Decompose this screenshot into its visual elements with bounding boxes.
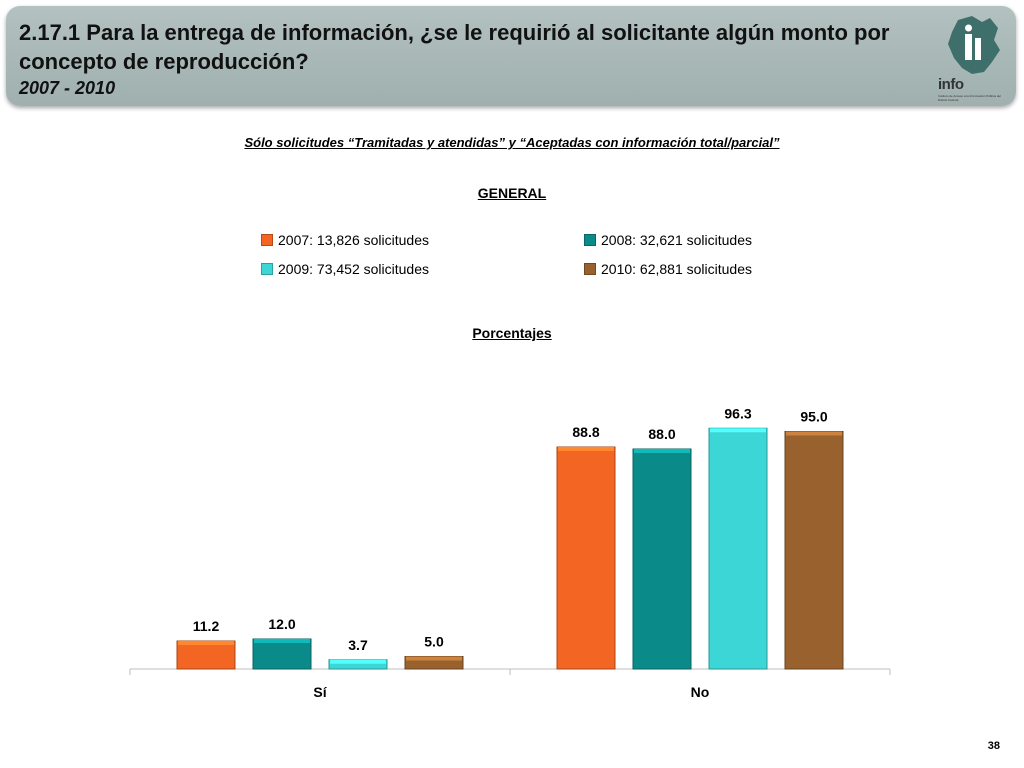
bar-si-2007 [176,640,236,670]
legend-swatch-2010 [584,263,596,275]
category-label-1: No [691,684,710,700]
data-label-no-2008: 88.0 [648,426,675,442]
year-range: 2007 - 2010 [19,78,116,98]
percent-label: Porcentajes [472,325,552,341]
legend-label-2010: 2010: 62,881 solicitudes [601,261,752,277]
bar-no-2009 [708,427,768,670]
data-label-si-2009: 3.7 [348,637,368,653]
legend-swatch-2007 [261,234,273,246]
bar-si-2008 [252,638,312,670]
bar-highlight-si-2008 [254,639,310,643]
legend-label-2007: 2007: 13,826 solicitudes [278,232,429,248]
data-label-si-2007: 11.2 [193,618,220,634]
data-label-no-2007: 88.8 [572,424,599,440]
bar-highlight-si-2007 [178,641,234,645]
chart-subtitle: Sólo solicitudes “Tramitadas y atendidas… [244,135,780,150]
logo-subtext: Instituto de Acceso a la Información Púb… [938,94,1001,102]
legend-item-2009: 2009: 73,452 solicitudes [261,261,429,277]
data-label-si-2010: 5.0 [424,634,444,650]
bar-no-2007 [556,446,616,670]
bar-highlight-si-2009 [330,659,386,664]
infodf-logo: info Instituto de Acceso a la Informació… [938,14,1006,102]
data-label-no-2009: 96.3 [724,405,751,421]
legend-item-2007: 2007: 13,826 solicitudes [261,232,429,248]
logo-text: info [938,76,964,93]
category-label-0: Sí [313,684,327,700]
data-label-no-2010: 95.0 [800,409,827,425]
bar-highlight-no-2008 [634,449,690,453]
legend-label-2009: 2009: 73,452 solicitudes [278,261,429,277]
legend-item-2010: 2010: 62,881 solicitudes [584,261,752,277]
header-banner: 2.17.1 Para la entrega de información, ¿… [6,6,1016,106]
legend-swatch-2008 [584,234,596,246]
page-number: 38 [987,740,1000,752]
page-title: 2.17.1 Para la entrega de información, ¿… [19,20,890,74]
bar-highlight-no-2009 [710,428,766,433]
bar-no-2008 [632,448,692,670]
legend-item-2008: 2008: 32,621 solicitudes [584,232,752,248]
legend-swatch-2009 [261,263,273,275]
map-logo-icon [948,16,1000,74]
general-label: GENERAL [477,185,547,201]
data-label-si-2008: 12.0 [268,616,295,632]
bar-no-2010 [784,431,844,670]
bar-highlight-si-2010 [406,656,462,661]
legend-label-2008: 2008: 32,621 solicitudes [601,232,752,248]
bar-highlight-no-2007 [558,447,614,451]
bar-highlight-no-2010 [786,431,842,436]
